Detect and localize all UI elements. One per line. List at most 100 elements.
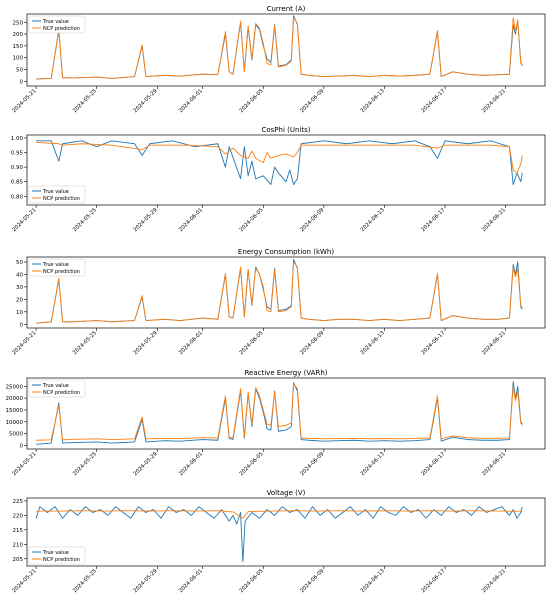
legend-label: True value [42,262,69,268]
axes-frame [26,377,546,450]
x-tick-label: 2024-06-01 [178,568,204,594]
y-tick-label: 50 [16,260,23,266]
series-line-ncp-prediction [36,510,523,519]
subplot-title: Voltage (V) [267,489,306,497]
series-line-ncp-prediction [36,261,523,324]
series-line-true-value [36,259,523,324]
x-tick-label: 2024-06-09 [299,451,325,477]
y-tick-label: 5000 [9,432,23,438]
y-tick-label: 20 [16,297,23,303]
x-tick-label: 2024-06-01 [178,207,204,233]
x-tick-label: 2024-05-21 [11,568,37,594]
y-tick-label: 250 [13,20,24,26]
x-tick-label: 2024-06-05 [239,330,265,356]
x-tick-label: 2024-06-17 [420,568,446,594]
x-tick-label: 2024-06-17 [420,330,446,356]
y-tick-label: 0.95 [11,151,24,157]
x-tick-label: 2024-05-29 [133,207,159,233]
x-tick-label: 2024-05-21 [11,330,37,356]
y-tick-label: 1.00 [11,136,24,142]
legend-box [28,15,86,34]
y-tick-label: 100 [13,56,24,62]
x-tick-label: 2024-06-13 [360,451,386,477]
subplot-title: Current (A) [267,5,306,13]
legend-box [28,258,86,277]
y-tick-label: 215 [13,528,24,534]
x-tick-label: 2024-05-29 [133,88,159,114]
x-tick-label: 2024-06-17 [420,88,446,114]
y-tick-label: 30 [16,285,23,291]
y-tick-label: 0.90 [11,165,24,171]
series-line-true-value [36,140,523,186]
x-tick-label: 2024-05-25 [72,451,98,477]
legend-label: True value [42,550,69,556]
y-tick-label: 0.85 [11,180,24,186]
y-tick-label: 210 [13,542,24,548]
y-tick-label: 220 [13,513,24,519]
legend-label: NCP prediction [43,269,80,275]
legend-label: NCP prediction [43,557,80,563]
x-tick-label: 2024-06-17 [420,207,446,233]
x-tick-label: 2024-05-21 [11,207,37,233]
series-line-true-value [36,381,523,445]
y-tick-label: 10000 [6,420,24,426]
x-tick-label: 2024-06-01 [178,88,204,114]
y-tick-label: 150 [13,44,24,50]
x-tick-label: 2024-06-21 [481,330,507,356]
y-tick-label: 205 [13,557,24,563]
x-tick-label: 2024-05-29 [133,451,159,477]
x-tick-label: 2024-05-29 [133,568,159,594]
legend-label: NCP prediction [43,196,80,202]
series-line-ncp-prediction [36,17,523,80]
subplot-title: CosPhi (Units) [261,126,310,134]
x-tick-label: 2024-05-25 [72,568,98,594]
y-tick-label: 20000 [6,396,24,402]
x-tick-label: 2024-06-05 [239,88,265,114]
y-tick-label: 225 [13,499,24,505]
x-tick-label: 2024-06-05 [239,207,265,233]
y-tick-label: 0 [20,79,24,85]
series-line-true-value [35,506,523,563]
x-tick-label: 2024-06-01 [178,451,204,477]
legend-label: True value [42,383,69,389]
axes-frame [26,497,546,567]
x-tick-label: 2024-05-25 [72,330,98,356]
subplot-3: Energy Consumption (kWh) 0 10 20 30 40 50 2024-… [11,248,546,356]
y-tick-label: 0 [20,443,24,449]
x-tick-label: 2024-05-25 [72,207,98,233]
y-tick-label: 200 [13,32,24,38]
x-tick-label: 2024-06-05 [239,451,265,477]
x-tick-label: 2024-05-21 [11,451,37,477]
y-tick-label: 0 [20,322,24,328]
x-tick-label: 2024-06-21 [481,207,507,233]
y-tick-label: 25000 [6,384,24,390]
x-tick-label: 2024-06-05 [239,568,265,594]
subplot-4: Reactive Energy (VARh) 0 5000 10000 15000 200… [6,369,546,477]
legend-box [28,379,86,398]
legend-box [28,546,86,565]
x-tick-label: 2024-06-17 [420,451,446,477]
legend-box [28,185,86,204]
subplot-5: Voltage (V) 205 210 215 220 225 2024-05-21 2024… [11,489,546,594]
legend-label: NCP prediction [43,390,80,396]
legend-label: True value [42,19,69,25]
axes-frame [26,134,546,206]
x-tick-label: 2024-06-01 [178,330,204,356]
y-tick-label: 40 [16,272,23,278]
subplot-title: Reactive Energy (VARh) [245,369,328,377]
x-tick-label: 2024-05-21 [11,88,37,114]
x-tick-label: 2024-06-21 [481,451,507,477]
y-tick-label: 15000 [6,408,24,414]
subplot-title: Energy Consumption (kWh) [238,248,334,256]
x-tick-label: 2024-06-21 [481,88,507,114]
axes-frame [26,256,546,329]
axes-frame [26,13,546,87]
x-tick-label: 2024-06-13 [360,330,386,356]
x-tick-label: 2024-06-13 [360,88,386,114]
